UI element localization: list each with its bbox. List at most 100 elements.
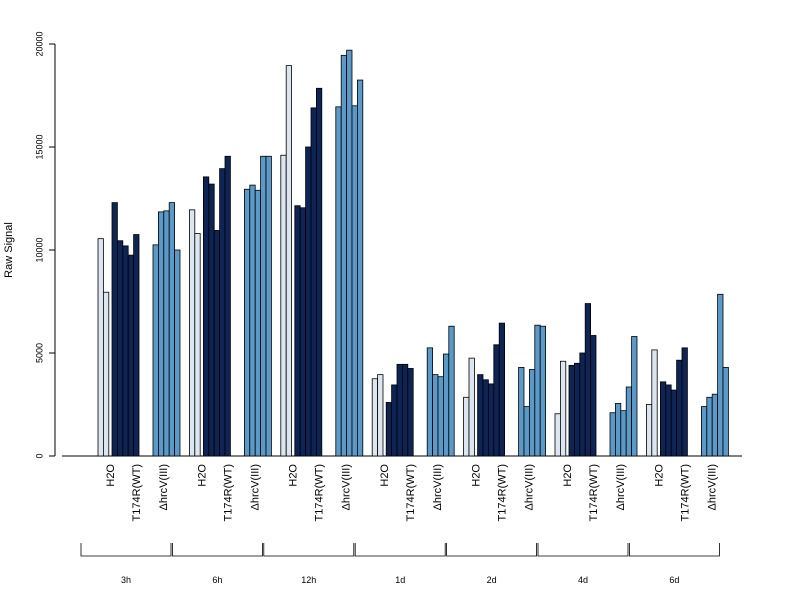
bar — [280, 154, 287, 457]
bar — [163, 210, 170, 457]
bar — [651, 349, 658, 457]
bar — [539, 325, 547, 457]
y-tick-label: 0 — [34, 453, 44, 458]
bar — [356, 79, 364, 457]
group-bracket — [537, 543, 629, 557]
bar — [391, 384, 398, 457]
condition-label: ΔhrcV(III) — [432, 464, 444, 510]
bar — [174, 249, 181, 457]
bar — [97, 238, 104, 457]
bar — [487, 383, 495, 457]
bar — [722, 367, 729, 457]
bar — [442, 353, 450, 457]
bar — [717, 293, 724, 457]
bar — [127, 254, 134, 457]
bar — [111, 202, 118, 457]
condition-label: H2O — [105, 464, 117, 487]
bar — [426, 347, 434, 457]
bar — [609, 412, 616, 457]
bar — [646, 404, 653, 457]
condition-label: H2O — [653, 464, 665, 487]
condition-label: T174R(WT) — [588, 464, 600, 521]
condition-label: H2O — [379, 464, 391, 487]
condition-label: T174R(WT) — [222, 464, 234, 521]
bar — [615, 403, 622, 457]
y-tick-label: 15000 — [34, 134, 44, 159]
time-group-label: 2d — [487, 575, 497, 585]
group-bracket — [446, 543, 537, 557]
bar — [568, 364, 575, 457]
bar — [265, 155, 272, 457]
y-axis-label: Raw Signal — [3, 222, 15, 278]
condition-label: ΔhrcV(III) — [158, 464, 170, 510]
condition-label: T174R(WT) — [405, 464, 417, 521]
time-group-label: 1d — [395, 575, 405, 585]
bar — [103, 291, 110, 457]
bar — [249, 184, 256, 457]
y-tick-label: 5000 — [34, 343, 44, 363]
bar — [482, 379, 489, 457]
bar — [701, 406, 708, 457]
condition-label: H2O — [471, 464, 483, 487]
bar — [315, 87, 323, 457]
time-group-label: 3h — [121, 575, 131, 585]
bar — [254, 189, 261, 457]
bar — [351, 105, 358, 457]
bar — [477, 374, 484, 457]
y-tick-label: 20000 — [34, 31, 44, 56]
bar — [188, 209, 196, 457]
group-bracket — [629, 543, 720, 557]
bar — [574, 362, 581, 457]
bar — [437, 376, 444, 457]
bar — [117, 240, 124, 457]
bar — [493, 344, 500, 457]
bar — [202, 176, 210, 457]
group-bracket — [354, 543, 446, 557]
bar — [213, 230, 220, 457]
bar — [401, 363, 409, 457]
bar — [560, 360, 567, 457]
bar — [371, 378, 379, 457]
bar — [590, 335, 597, 457]
bar — [676, 359, 683, 457]
bar — [224, 155, 231, 457]
bar — [310, 107, 317, 457]
bar — [219, 168, 226, 457]
bar — [554, 413, 561, 457]
bar — [157, 211, 165, 457]
bar — [660, 381, 667, 457]
bar — [208, 183, 215, 457]
bar — [498, 322, 506, 457]
bar — [463, 396, 470, 457]
bar — [448, 325, 455, 457]
bars — [97, 49, 729, 457]
bar — [285, 65, 293, 457]
bar — [385, 402, 393, 457]
condition-label: T174R(WT) — [497, 464, 509, 521]
bar — [625, 386, 633, 457]
bar — [670, 389, 678, 457]
bar — [665, 384, 672, 457]
group-brackets: 3h 6h 12h 1d 2d 4d 6d — [80, 543, 720, 585]
bar — [529, 369, 536, 457]
bar — [407, 368, 414, 457]
bar — [335, 106, 342, 457]
group-bracket — [263, 543, 355, 557]
bar — [243, 188, 251, 457]
bar — [260, 155, 267, 457]
bar — [706, 396, 713, 457]
bar — [346, 49, 353, 457]
condition-label: T174R(WT) — [314, 464, 326, 521]
bar — [122, 245, 129, 457]
group-bracket — [172, 543, 263, 557]
bar — [377, 374, 384, 457]
bar — [534, 324, 541, 457]
bar — [631, 336, 638, 457]
bar — [194, 233, 201, 457]
bar — [579, 352, 586, 457]
bar — [620, 410, 627, 457]
y-tick-label: 10000 — [34, 237, 44, 262]
bar — [299, 207, 307, 457]
condition-label: ΔhrcV(III) — [341, 464, 353, 510]
bar — [168, 202, 175, 457]
